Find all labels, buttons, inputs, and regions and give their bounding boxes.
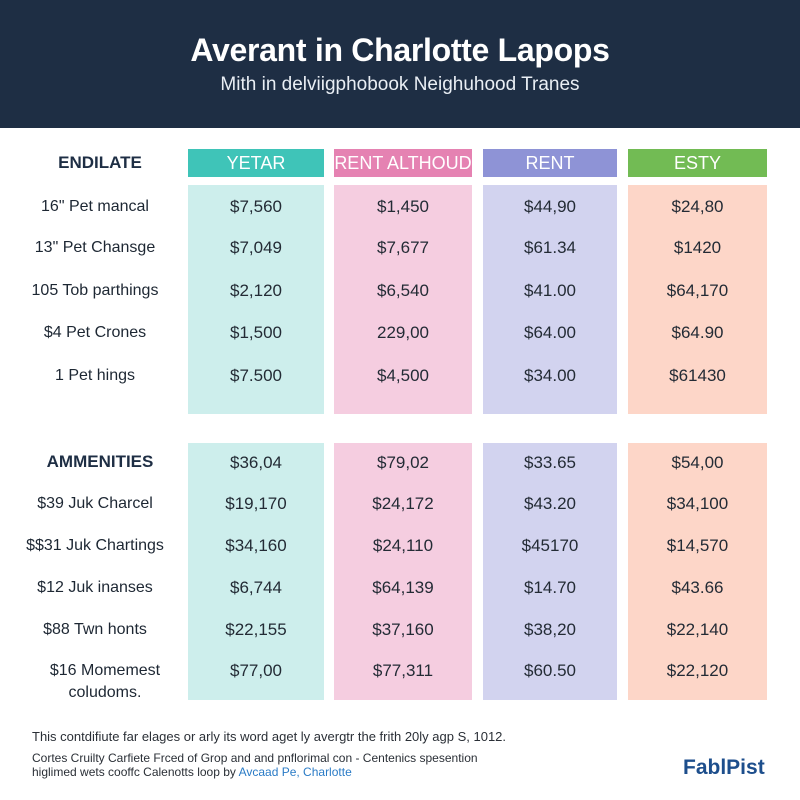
footer-line-1: Cortes Cruilty Carfiete Frced of Grop an… <box>32 751 478 765</box>
table-cell: $1,500 <box>230 323 282 342</box>
row-label: $12 Juk inanses <box>37 579 153 596</box>
column-bg-2-lower <box>334 443 472 700</box>
column-header-1: YETAR <box>188 149 324 177</box>
table-cell: $34.00 <box>524 366 576 385</box>
table-cell: $54,00 <box>671 453 724 472</box>
table-cell: $60.50 <box>524 661 576 680</box>
section-label-1: ENDILATE <box>58 153 142 172</box>
table-cell: $2,120 <box>230 281 282 300</box>
row-label: $39 Juk Charcel <box>37 495 153 512</box>
column-bg-3-lower <box>483 443 617 700</box>
table-cell: $41.00 <box>524 281 576 300</box>
table-cell: $22,155 <box>225 620 287 639</box>
table-cell: 229,00 <box>377 323 429 342</box>
table-cell: $36,04 <box>230 453 282 472</box>
table-cell: $22,120 <box>666 661 729 680</box>
row-label: 16" Pet mancal <box>41 198 149 215</box>
column-bg-1-upper <box>188 185 324 414</box>
table-cell: $7.500 <box>230 366 282 385</box>
table-cell: $7,677 <box>377 238 429 257</box>
column-header-2: RENT ALTHOUD <box>334 149 472 177</box>
table-cell: $7,049 <box>230 238 282 257</box>
table-cell: $6,744 <box>230 578 282 597</box>
table-cell: $7,560 <box>230 197 282 216</box>
table-cell: $4,500 <box>377 366 429 385</box>
footer-link[interactable]: Avcaad Pe, Charlotte <box>238 765 352 779</box>
column-bg-3-upper <box>483 185 617 414</box>
table-cell: $61430 <box>669 366 726 385</box>
table-cell: $34,100 <box>666 494 729 513</box>
row-label: $4 Pet Crones <box>43 324 147 341</box>
column-bg-2-upper <box>334 185 472 414</box>
brand-logo: FablPist <box>683 756 765 779</box>
footer-line-2-text: higlimed wets cooffc Calenotts loop by <box>32 765 236 779</box>
row-label: $$31 Juk Chartings <box>26 537 164 554</box>
row-label: 1 Pet hings <box>54 367 136 384</box>
table-cell: $1420 <box>673 238 722 257</box>
table-cell: $77,311 <box>372 661 434 680</box>
column-bg-4-upper <box>628 185 767 414</box>
table-cell: $24,110 <box>372 536 434 555</box>
column-bg-1-lower <box>188 443 324 700</box>
table-cell: $79,02 <box>377 453 429 472</box>
table-cell: $24,80 <box>671 197 724 216</box>
footer-line-2: higlimed wets cooffc Calenotts loop by A… <box>32 765 478 779</box>
table-cell: $14.70 <box>524 578 576 597</box>
table-cell: $24,172 <box>372 494 434 513</box>
table-cell: $77,00 <box>230 661 282 680</box>
column-bg-4-lower <box>628 443 767 700</box>
table-cell: $33.65 <box>524 453 576 472</box>
table-cell: $64.90 <box>671 323 724 342</box>
row-label: $16 Momemest coludoms. <box>49 662 161 701</box>
table-cell: $22,140 <box>666 620 729 639</box>
table-cell: $44,90 <box>524 197 576 216</box>
column-header-4: ESTY <box>628 149 767 177</box>
table-cell: $34,160 <box>225 536 287 555</box>
column-header-3: RENT <box>483 149 617 177</box>
table-cell: $1,450 <box>377 197 429 216</box>
row-label: $88 Twn honts <box>43 621 147 638</box>
row-label: 105 Tob parthings <box>31 282 159 299</box>
section-label-2: AMMENITIES <box>46 452 154 471</box>
row-label: 13" Pet Chansge <box>34 239 156 256</box>
page-title: Averant in Charlotte Lapops <box>190 32 610 68</box>
table-cell: $61.34 <box>524 238 576 257</box>
footer-credits: Cortes Cruilty Carfiete Frced of Grop an… <box>32 751 478 779</box>
table-cell: $37,160 <box>372 620 434 639</box>
page-header: Averant in Charlotte Lapops Mith in delv… <box>0 0 800 128</box>
table-cell: $43.20 <box>524 494 576 513</box>
page-subtitle: Mith in delviigphobook Neighuhood Tranes <box>220 74 580 95</box>
table-cell: $38,20 <box>524 620 576 639</box>
footnote: This contdifiute far elages or arly its … <box>32 729 507 744</box>
table-cell: $43.66 <box>671 578 724 597</box>
table-cell: $64,170 <box>666 281 729 300</box>
table-cell: $45170 <box>521 536 579 555</box>
table-cell: $6,540 <box>377 281 429 300</box>
table-cell: $19,170 <box>225 494 287 513</box>
table-cell: $64,139 <box>372 578 434 597</box>
table-cell: $14,570 <box>666 536 729 555</box>
table-cell: $64.00 <box>524 323 576 342</box>
